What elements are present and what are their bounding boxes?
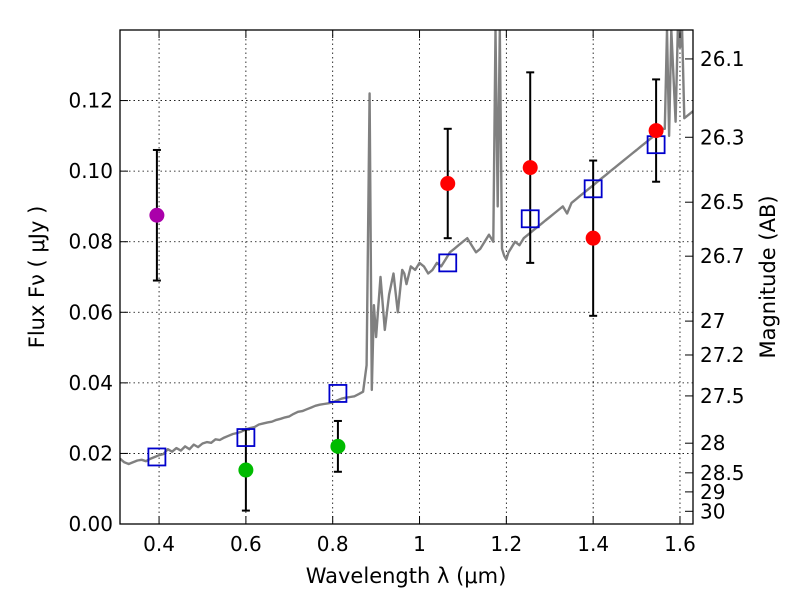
x-axis-label: Wavelength λ (μm) bbox=[306, 564, 507, 588]
y2-tick-label: 26.5 bbox=[700, 190, 745, 214]
y2-axis-label: Magnitude (AB) bbox=[756, 195, 780, 358]
observed-flux-point bbox=[522, 160, 538, 176]
observed-flux-point bbox=[238, 462, 254, 478]
y2-tick-label: 27.5 bbox=[700, 384, 745, 408]
y2-tick-label: 29 bbox=[700, 480, 725, 504]
y2-tick-label: 27 bbox=[700, 309, 725, 333]
y-tick-label: 0.04 bbox=[68, 371, 113, 395]
x-tick-label: 1 bbox=[413, 532, 426, 556]
model-band-square bbox=[583, 179, 603, 199]
observed-flux-point bbox=[330, 438, 346, 454]
model-spectrum-line bbox=[120, 30, 693, 466]
model-band-square bbox=[147, 447, 167, 467]
x-tick-label: 1.6 bbox=[664, 532, 696, 556]
x-tick-label: 0.8 bbox=[317, 532, 349, 556]
model-band-square bbox=[520, 209, 540, 229]
plot-frame bbox=[119, 29, 694, 525]
axis-ticks: 0.4 0.6 0.8 1 1.2 1.4 1.6 0.00 0.02 0.04 0.06 0.08 0… bbox=[68, 30, 745, 556]
y-tick-label: 0.12 bbox=[68, 89, 113, 113]
y2-tick-label: 28.5 bbox=[700, 461, 745, 485]
model-band-square bbox=[438, 253, 458, 273]
x-tick-label: 1.2 bbox=[490, 532, 522, 556]
observed-flux-point bbox=[149, 207, 165, 223]
model-band-square bbox=[328, 384, 348, 403]
y-tick-label: 0.02 bbox=[68, 441, 113, 465]
y2-tick-label: 26.3 bbox=[700, 125, 745, 149]
x-tick-label: 0.6 bbox=[230, 532, 262, 556]
observed-flux-point bbox=[440, 175, 456, 191]
y2-tick-label: 27.2 bbox=[700, 343, 745, 367]
y2-tick-label: 28 bbox=[700, 431, 725, 455]
y2-tick-label: 30 bbox=[700, 499, 725, 523]
y-tick-label: 0.06 bbox=[68, 300, 113, 324]
y2-tick-label: 26.1 bbox=[700, 47, 745, 71]
model-band-square bbox=[236, 428, 256, 447]
y-tick-label: 0.08 bbox=[68, 230, 113, 254]
observed-flux-point bbox=[585, 230, 601, 246]
observed-flux-point bbox=[648, 123, 664, 139]
y-axis-label: Flux Fν ( μJy ) bbox=[25, 206, 49, 349]
x-tick-label: 0.4 bbox=[143, 532, 175, 556]
y-tick-label: 0.00 bbox=[68, 512, 113, 536]
x-tick-label: 1.4 bbox=[577, 532, 609, 556]
observed-flux-markers bbox=[149, 123, 664, 478]
y-tick-label: 0.10 bbox=[68, 159, 113, 183]
y2-tick-label: 26.7 bbox=[700, 244, 745, 268]
